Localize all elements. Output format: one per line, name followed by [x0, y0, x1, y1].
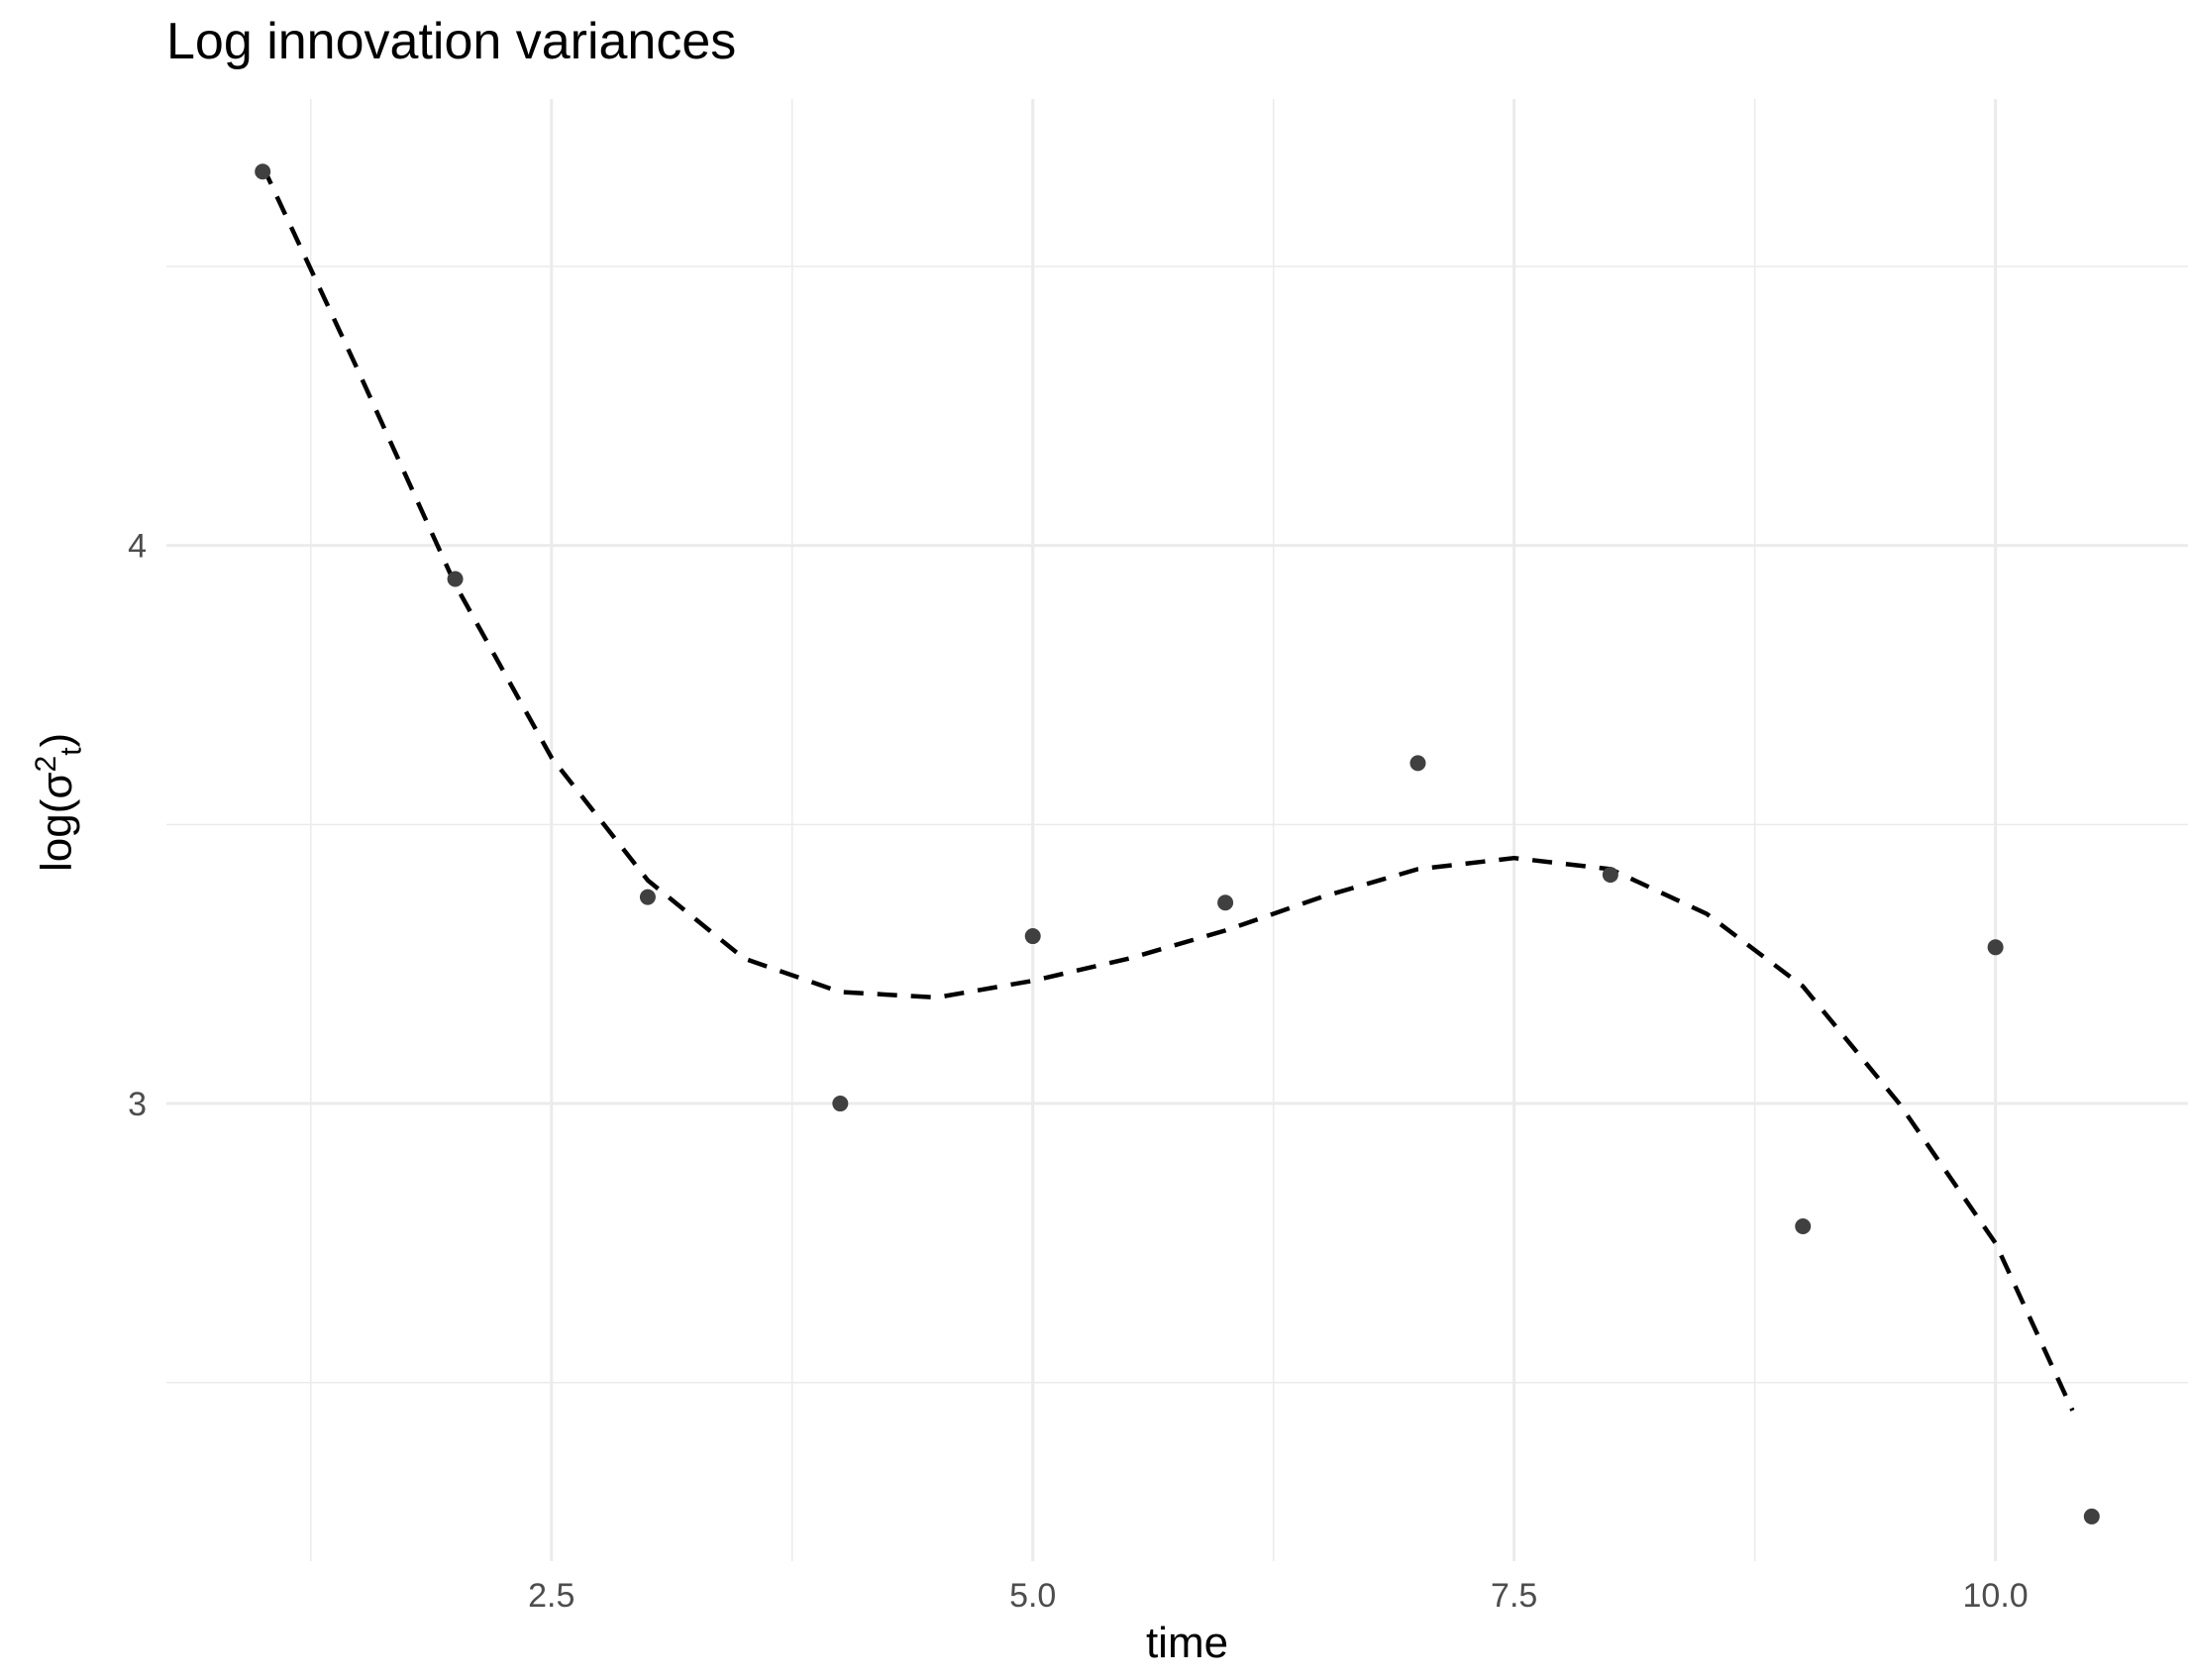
- data-point: [1987, 939, 2004, 956]
- data-point: [1795, 1217, 1812, 1234]
- data-point: [639, 889, 656, 905]
- data-point: [832, 1096, 849, 1112]
- fitted-curve-line: [260, 164, 2075, 1412]
- data-points: [255, 163, 2100, 1524]
- data-point: [1602, 867, 1618, 884]
- major-gridlines: [166, 99, 2188, 1561]
- fitted-curve: [260, 164, 2075, 1412]
- data-point: [447, 571, 464, 587]
- y-tick-label: 4: [128, 528, 147, 566]
- y-label-subscript: t: [54, 747, 88, 756]
- x-tick-label: 7.5: [1491, 1577, 1537, 1615]
- y-tick-label: 3: [128, 1086, 147, 1123]
- y-label-symbol: σ: [32, 772, 81, 799]
- y-axis-label: log(σ2t): [30, 733, 88, 872]
- data-point: [1217, 894, 1234, 911]
- x-axis-label: time: [1145, 1619, 1229, 1667]
- tick-labels: 2.5 5.0 7.5 10.0 3 4: [128, 528, 2029, 1615]
- x-tick-label: 10.0: [1963, 1577, 2029, 1615]
- y-label-prefix: log(: [32, 798, 81, 872]
- x-tick-label: 2.5: [528, 1577, 574, 1615]
- chart-title: Log innovation variances: [166, 13, 737, 70]
- y-label-suffix: ): [32, 732, 81, 748]
- minor-gridlines: [166, 99, 2188, 1561]
- y-label-superscript: 2: [30, 755, 62, 773]
- x-tick-label: 5.0: [1009, 1577, 1056, 1615]
- data-point: [1024, 928, 1041, 945]
- data-point: [2083, 1508, 2100, 1524]
- data-point: [255, 163, 271, 180]
- data-point: [1409, 755, 1426, 772]
